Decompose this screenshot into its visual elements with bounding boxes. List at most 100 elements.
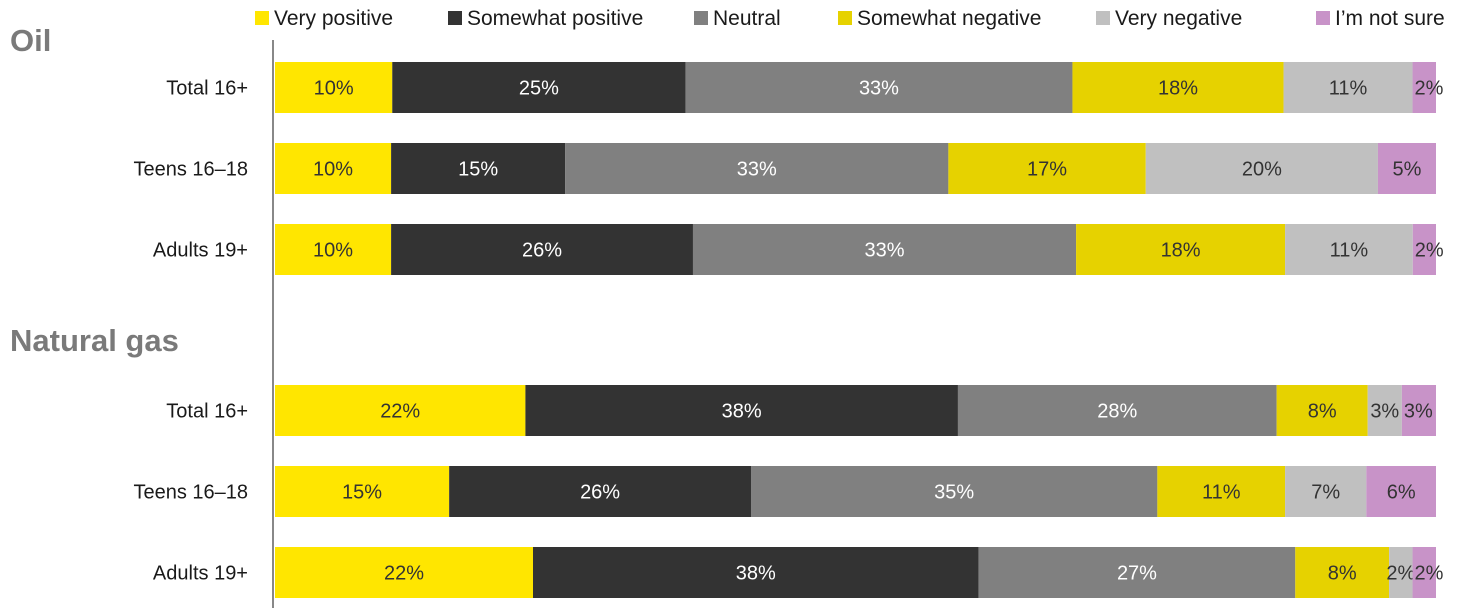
bar-segment-i-m-not-sure: [1401, 385, 1436, 436]
data-label: 38%: [722, 401, 762, 423]
data-label: 18%: [1158, 78, 1198, 100]
legend-label: Somewhat negative: [857, 7, 1041, 30]
legend-label: Somewhat positive: [467, 7, 643, 30]
data-label: 17%: [1027, 159, 1067, 181]
data-label: 2%: [1386, 563, 1415, 585]
data-label: 6%: [1387, 482, 1416, 504]
legend-label: Very negative: [1115, 7, 1242, 30]
bar-segment-somewhat-positive: [392, 62, 686, 113]
bar-segment-very-positive: [275, 224, 392, 275]
data-label: 3%: [1370, 401, 1399, 423]
data-label: 5%: [1393, 159, 1422, 181]
data-label: 27%: [1117, 563, 1157, 585]
data-label: 8%: [1308, 401, 1337, 423]
bar-segment-very-positive: [275, 547, 533, 598]
row-label: Teens 16–18: [133, 482, 248, 504]
legend-swatch: [448, 11, 462, 25]
data-label: 28%: [1097, 401, 1137, 423]
bar-segment-neutral: [565, 143, 949, 194]
bar-segment-somewhat-negative: [1076, 224, 1286, 275]
legend-swatch: [838, 11, 852, 25]
bar-row-teens-16-18: Teens 16–18 10% 15% 33% 17% 20% 5%: [133, 143, 1436, 194]
data-label: 8%: [1328, 563, 1357, 585]
bar-segment-i-m-not-sure: [1412, 547, 1436, 598]
chart-groups: Oil Total 16+ 10% 25% 33% 18% 11% 2% Teens 16–18…: [10, 23, 1444, 598]
data-label: 3%: [1404, 401, 1433, 423]
bar-segment-very-negative: [1389, 547, 1413, 598]
legend-swatch: [1316, 11, 1330, 25]
group-oil: Oil Total 16+ 10% 25% 33% 18% 11% 2% Teens 16–18…: [10, 23, 1444, 275]
legend-item-somewhat-positive: Somewhat positive: [448, 7, 643, 30]
row-label: Total 16+: [166, 401, 248, 423]
bar-segment-i-m-not-sure: [1377, 143, 1436, 194]
bar-segment-i-m-not-sure: [1366, 466, 1436, 517]
legend-item-i-m-not-sure: I’m not sure: [1316, 7, 1445, 30]
data-label: 2%: [1415, 563, 1444, 585]
data-label: 11%: [1202, 482, 1241, 504]
row-label: Teens 16–18: [133, 159, 248, 181]
bar-segment-neutral: [978, 547, 1296, 598]
row-label: Adults 19+: [153, 563, 248, 585]
bar-segment-somewhat-positive: [533, 547, 979, 598]
legend-label: Very positive: [274, 7, 393, 30]
legend-swatch: [255, 11, 269, 25]
bar-segment-neutral: [685, 62, 1073, 113]
data-label: 7%: [1311, 482, 1340, 504]
data-label: 26%: [580, 482, 620, 504]
data-label: 33%: [865, 240, 905, 262]
bar-row-total-16: Total 16+ 10% 25% 33% 18% 11% 2%: [166, 62, 1444, 113]
row-label: Total 16+: [166, 78, 248, 100]
data-label: 15%: [342, 482, 382, 504]
group-title: Oil: [10, 23, 51, 58]
legend-item-very-positive: Very positive: [255, 7, 393, 30]
data-label: 35%: [934, 482, 974, 504]
bar-row-total-16: Total 16+ 22% 38% 28% 8% 3% 3%: [166, 385, 1436, 436]
data-label: 26%: [522, 240, 562, 262]
bar-segment-very-positive: [275, 466, 450, 517]
bar-segment-somewhat-positive: [525, 385, 958, 436]
data-label: 25%: [519, 78, 559, 100]
bar-segment-neutral: [692, 224, 1077, 275]
data-label: 2%: [1415, 240, 1444, 262]
legend-item-very-negative: Very negative: [1096, 7, 1242, 30]
bar-segment-very-negative: [1283, 62, 1413, 113]
legend-swatch: [694, 11, 708, 25]
bar-segment-very-negative: [1285, 224, 1413, 275]
data-label: 10%: [313, 159, 353, 181]
data-label: 11%: [1330, 240, 1369, 262]
data-label: 10%: [313, 240, 353, 262]
data-label: 33%: [737, 159, 777, 181]
bar-row-teens-16-18: Teens 16–18 15% 26% 35% 11% 7% 6%: [133, 466, 1436, 517]
data-label: 20%: [1242, 159, 1282, 181]
bar-segment-somewhat-positive: [391, 143, 566, 194]
data-label: 33%: [859, 78, 899, 100]
bar-row-adults-19: Adults 19+ 22% 38% 27% 8% 2% 2%: [153, 547, 1444, 598]
bar-segment-neutral: [751, 466, 1158, 517]
bar-segment-i-m-not-sure: [1412, 224, 1436, 275]
bar-segment-somewhat-negative: [1157, 466, 1286, 517]
bar-segment-somewhat-positive: [391, 224, 693, 275]
legend: Very positive Somewhat positive Neutral Som…: [255, 7, 1445, 30]
bar-segment-neutral: [957, 385, 1277, 436]
data-label: 18%: [1161, 240, 1201, 262]
data-label: 22%: [380, 401, 420, 423]
bar-segment-very-positive: [275, 143, 392, 194]
group-natural-gas: Natural gas Total 16+ 22% 38% 28% 8% 3% 3% Teens…: [10, 323, 1444, 598]
legend-swatch: [1096, 11, 1110, 25]
bar-segment-very-negative: [1285, 466, 1367, 517]
bar-segment-very-negative: [1145, 143, 1378, 194]
bar-segment-very-negative: [1367, 385, 1402, 436]
bar-segment-very-positive: [275, 385, 526, 436]
bar-segment-somewhat-negative: [1072, 62, 1284, 113]
data-label: 10%: [314, 78, 354, 100]
bar-row-adults-19: Adults 19+ 10% 26% 33% 18% 11% 2%: [153, 224, 1444, 275]
bar-segment-somewhat-positive: [449, 466, 752, 517]
group-title: Natural gas: [10, 323, 179, 358]
data-label: 2%: [1415, 78, 1444, 100]
data-label: 15%: [458, 159, 498, 181]
data-label: 11%: [1329, 78, 1368, 100]
bar-segment-very-positive: [275, 62, 393, 113]
bar-segment-somewhat-negative: [948, 143, 1146, 194]
legend-item-neutral: Neutral: [694, 7, 781, 30]
